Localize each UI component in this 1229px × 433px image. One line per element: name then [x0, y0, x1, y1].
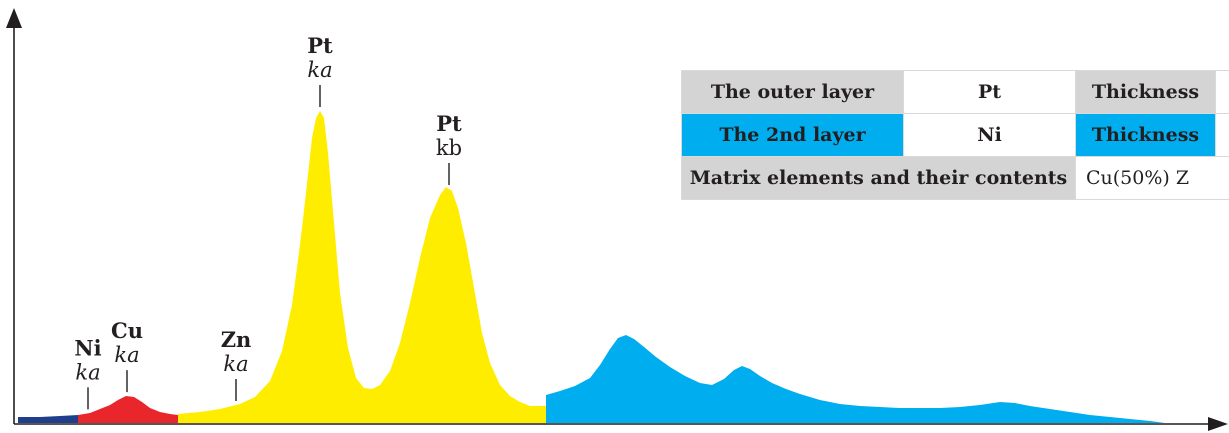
peak-element-label: Cu — [111, 318, 143, 343]
table-row: The outer layer Pt Thickness — [681, 70, 1229, 114]
peak-line-label: ka — [223, 352, 248, 376]
y-axis-arrow — [6, 8, 22, 28]
spectrum-segment-yellow — [178, 111, 546, 423]
peak-line-label: ka — [114, 343, 139, 367]
second-thickness-label: Thickness — [1075, 113, 1216, 157]
second-layer-label: The 2nd layer — [681, 113, 904, 157]
peak-line-label: ka — [75, 360, 100, 384]
second-layer-value: Ni — [903, 113, 1076, 157]
x-axis-arrow — [1208, 417, 1228, 431]
peak-line-label: ka — [307, 58, 332, 82]
peak-element-label: Zn — [221, 327, 252, 352]
table-row: Matrix elements and their contents Cu(50… — [681, 156, 1229, 200]
spectrum-segment-blue — [546, 335, 1165, 423]
matrix-label: Matrix elements and their contents — [681, 156, 1076, 200]
outer-thickness-value — [1215, 70, 1229, 114]
table-row: The 2nd layer Ni Thickness — [681, 113, 1229, 157]
matrix-value: Cu(50%) Z — [1075, 156, 1229, 200]
outer-layer-label: The outer layer — [681, 70, 904, 114]
outer-thickness-label: Thickness — [1075, 70, 1216, 114]
peak-element-label: Pt — [307, 33, 333, 58]
peak-ticks — [87, 85, 450, 410]
spectrum-areas — [18, 111, 1165, 423]
peak-element-label: Ni — [74, 335, 101, 360]
outer-layer-value: Pt — [903, 70, 1076, 114]
peak-line-label: kb — [436, 136, 462, 160]
spectrum-segment-navy — [18, 415, 78, 423]
spectrum-segment-red — [78, 396, 178, 423]
peak-element-label: Pt — [436, 111, 462, 136]
second-thickness-value — [1215, 113, 1229, 157]
layer-info-table: The outer layer Pt Thickness The 2nd lay… — [681, 70, 1229, 200]
